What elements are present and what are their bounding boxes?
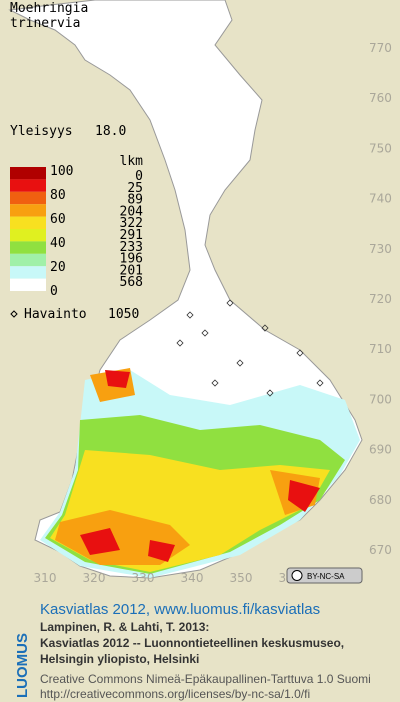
observation-count: 1050 bbox=[108, 307, 139, 322]
species-name: trinervia bbox=[10, 16, 80, 31]
count-header: lkm bbox=[120, 154, 144, 169]
y-grid-label: 680 bbox=[369, 493, 392, 507]
license-badge: BY-NC-SA bbox=[286, 567, 363, 584]
legend-count: 568 bbox=[120, 275, 143, 290]
legend-swatch bbox=[10, 191, 46, 205]
legend-count: 204 bbox=[120, 204, 144, 219]
frequency-label: Yleisyys bbox=[10, 124, 73, 139]
region-red bbox=[80, 370, 320, 562]
region-orange bbox=[55, 368, 320, 565]
x-grid-label: 340 bbox=[181, 571, 204, 585]
legend-count: 25 bbox=[127, 181, 143, 196]
y-grid-label: 760 bbox=[369, 91, 392, 105]
y-grid-label: 730 bbox=[369, 242, 392, 256]
legend-scale-label: 20 bbox=[50, 260, 66, 275]
legend-count: 291 bbox=[120, 228, 143, 243]
y-grid-label: 750 bbox=[369, 141, 392, 155]
legend-scale-label: 60 bbox=[50, 212, 66, 227]
observation-markers bbox=[176, 299, 324, 397]
x-grid-label: 310 bbox=[34, 571, 57, 585]
license-badge-text: BY-NC-SA bbox=[307, 572, 345, 581]
y-grid-label: 690 bbox=[369, 443, 392, 457]
legend-swatch bbox=[10, 216, 46, 229]
legend-swatch bbox=[10, 204, 46, 217]
legend-scale-label: 100 bbox=[50, 164, 73, 179]
y-grid-label: 670 bbox=[369, 543, 392, 557]
citation: Lampinen, R. & Lahti, T. 2013: bbox=[40, 620, 209, 634]
brand: LUOMUS bbox=[14, 633, 31, 698]
legend-scale-label: 40 bbox=[50, 236, 66, 251]
legend-count: 0 bbox=[135, 169, 143, 184]
y-grid-label: 720 bbox=[369, 292, 392, 306]
legend-swatch bbox=[10, 253, 46, 267]
legend-count: 196 bbox=[120, 252, 143, 267]
legend-count: 201 bbox=[120, 263, 143, 278]
x-grid-label: 330 bbox=[132, 571, 155, 585]
legend-scale-label: 80 bbox=[50, 188, 66, 203]
legend-swatch bbox=[10, 179, 46, 192]
x-grid-label: 320 bbox=[83, 571, 106, 585]
y-grid-label: 740 bbox=[369, 192, 392, 206]
legend-count: 233 bbox=[120, 240, 143, 255]
legend-swatch bbox=[10, 167, 46, 180]
legend-count: 322 bbox=[120, 216, 143, 231]
legend-scale-label: 0 bbox=[50, 284, 58, 299]
citation: Kasviatlas 2012 -- Luonnontieteellinen k… bbox=[40, 636, 344, 650]
observation-symbol bbox=[10, 310, 18, 318]
license-url[interactable]: http://creativecommons.org/licenses/by-n… bbox=[40, 687, 310, 701]
legend-swatch bbox=[10, 266, 46, 279]
map-base bbox=[8, 0, 363, 579]
legend-swatch bbox=[10, 229, 46, 242]
x-grid-label: 350 bbox=[230, 571, 253, 585]
citation: Helsingin yliopisto, Helsinki bbox=[40, 652, 199, 666]
legend-count: 89 bbox=[127, 193, 143, 208]
site-link[interactable]: Kasviatlas 2012, www.luomus.fi/kasviatla… bbox=[40, 601, 320, 618]
legend-swatch bbox=[10, 241, 46, 254]
y-grid-label: 710 bbox=[369, 342, 392, 356]
legend-swatch bbox=[10, 278, 46, 291]
y-grid-label: 700 bbox=[369, 392, 392, 406]
observation-label: Havainto bbox=[24, 307, 87, 322]
license-text: Creative Commons Nimeä-Epäkaupallinen-Ta… bbox=[40, 672, 371, 686]
species-name: Moehringia bbox=[10, 1, 88, 16]
frequency-value: 18.0 bbox=[95, 124, 126, 139]
y-grid-label: 770 bbox=[369, 41, 392, 55]
